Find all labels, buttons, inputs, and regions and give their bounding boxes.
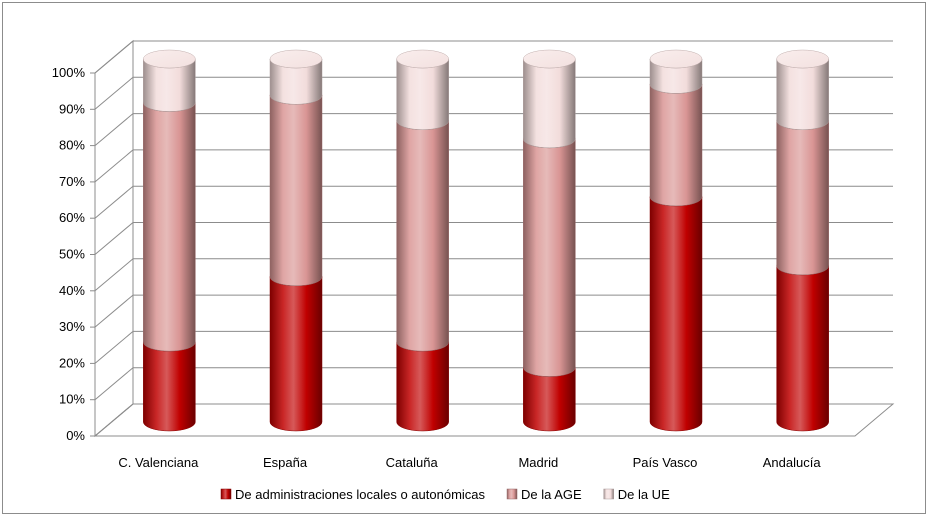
gridline-side	[94, 113, 134, 146]
bar-segment-1-3	[523, 138, 576, 377]
y-tick-label: 10%	[59, 392, 85, 407]
y-tick-label: 50%	[59, 247, 85, 262]
gridline-side	[94, 149, 134, 183]
legend-label-0: De administraciones locales o autonómica…	[235, 487, 486, 502]
x-category-label: Madrid	[518, 455, 558, 470]
bar-segment-0-2	[396, 342, 449, 432]
x-axis-category-labels: C. Valenciana España Cataluña Madrid País Va…	[118, 455, 821, 470]
y-tick-label: 0%	[66, 428, 85, 443]
bar-cap-2-3	[523, 49, 576, 69]
bar-segment-0-0	[143, 342, 196, 432]
bar-cap-2-5	[776, 49, 829, 69]
legend-label-1: De la AGE	[521, 487, 582, 502]
y-axis-tick-labels: 0% 10% 20% 30% 40% 50% 60% 70% 80% 90% 100%	[52, 65, 95, 443]
bar-cap-2-1	[269, 49, 323, 69]
y-tick-label: 60%	[59, 210, 85, 225]
stacked-cylinder-chart: 0% 10% 20% 30% 40% 50% 60% 70% 80% 90% 100% C. Val…	[52, 39, 895, 502]
gridline-side	[94, 294, 134, 328]
bar-segment-0-1	[269, 276, 323, 432]
bar-segment-0-4	[649, 196, 703, 432]
legend: De administraciones locales o autonómica…	[220, 487, 670, 502]
y-tick-label: 30%	[59, 319, 85, 334]
bar-cap-2-0	[143, 49, 196, 69]
floor	[93, 403, 895, 437]
gridline-side	[94, 403, 134, 437]
gridline-side	[94, 331, 134, 364]
bar-segment-1-2	[396, 120, 449, 352]
gridline-side	[94, 367, 134, 401]
y-tick-label: 100%	[52, 65, 86, 80]
bar-cap-2-2	[396, 49, 449, 69]
legend-swatch-2	[603, 488, 614, 500]
chart-walls	[93, 39, 895, 438]
bar-segment-2-3	[523, 58, 576, 149]
bar-cap-2-4	[649, 49, 703, 69]
legend-swatch-0	[220, 488, 232, 500]
bar-segment-1-5	[776, 120, 829, 276]
bar-segment-1-1	[269, 95, 323, 287]
x-category-label: País Vasco	[633, 455, 698, 470]
gridline-side	[94, 222, 134, 255]
x-category-label: España	[263, 455, 308, 470]
y-tick-label: 40%	[59, 283, 85, 298]
legend-swatch-1	[506, 488, 518, 500]
gridline-side	[94, 76, 134, 110]
legend-label-2: De la UE	[618, 487, 670, 502]
bars	[143, 49, 829, 432]
bar-segment-2-5	[776, 58, 829, 130]
x-category-label: Andalucía	[763, 455, 822, 470]
x-category-label: C. Valenciana	[118, 455, 199, 470]
y-tick-label: 70%	[59, 174, 85, 189]
bar-segment-2-2	[396, 58, 449, 130]
x-category-label: Cataluña	[386, 455, 439, 470]
bar-segment-1-0	[143, 102, 196, 352]
bar-segment-1-4	[649, 84, 703, 207]
bar-segment-0-3	[523, 367, 576, 432]
bar-segment-0-5	[776, 265, 829, 432]
gridline-side	[94, 40, 134, 74]
y-tick-label: 90%	[59, 101, 85, 116]
y-tick-label: 20%	[59, 355, 85, 370]
gridline-side	[94, 185, 134, 219]
gridline-side	[94, 258, 134, 292]
gridlines	[94, 40, 893, 437]
y-tick-label: 80%	[59, 138, 85, 153]
